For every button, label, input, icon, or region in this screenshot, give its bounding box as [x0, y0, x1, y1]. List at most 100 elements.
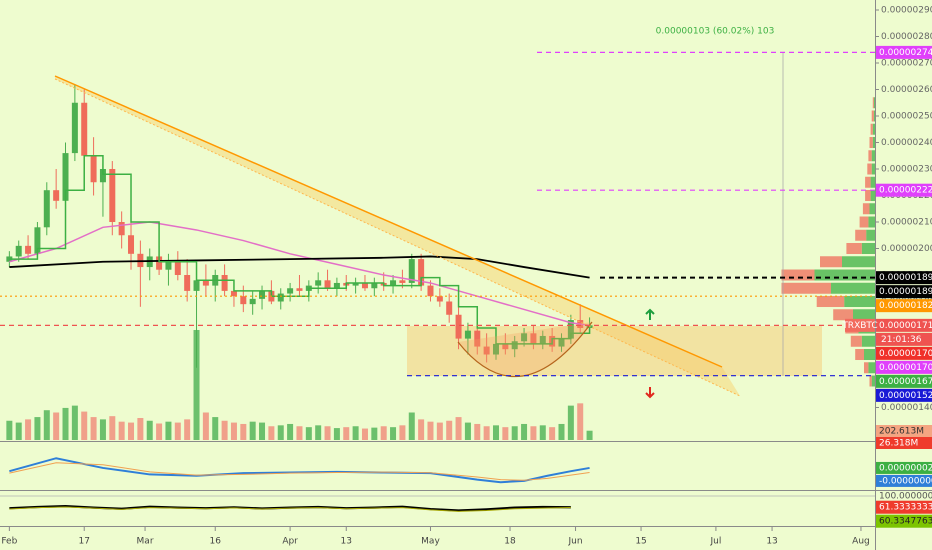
y-tick-label: 0.00000210: [881, 218, 932, 228]
volume-bar: [315, 425, 322, 440]
price-label: 0.00000170: [879, 349, 932, 359]
stoch-label-box: [876, 514, 932, 528]
candle-body: [521, 333, 528, 342]
volume-bar: [137, 418, 144, 440]
volume-bar: [287, 423, 294, 440]
profile-down: [855, 229, 867, 241]
x-tick-label: Jul: [709, 537, 721, 547]
symbol-label: TRXBTC: [841, 321, 877, 331]
profile-down: [816, 296, 845, 308]
y-tick-label: 0.00000230: [881, 164, 932, 174]
y-tick-label: 0.00000290: [881, 5, 932, 15]
volume-bar: [146, 420, 153, 440]
volume-bar: [483, 426, 490, 440]
profile-down: [865, 176, 871, 188]
profile-down: [872, 97, 874, 109]
volume-bar: [586, 430, 593, 440]
y-tick-label: 0.00000200: [881, 244, 932, 254]
candle-body: [128, 235, 135, 254]
volume-bar: [156, 423, 163, 440]
candle-body: [184, 275, 191, 291]
profile-up: [871, 150, 875, 162]
stoch-top-label: 100.00000000: [879, 492, 932, 502]
volume-bar: [193, 330, 200, 440]
profile-up: [870, 189, 875, 201]
profile-down: [846, 243, 862, 255]
profile-down: [871, 110, 874, 122]
stoch-label-box: [876, 500, 932, 514]
candle-body: [361, 282, 368, 289]
profile-up: [873, 110, 875, 122]
volume-bar: [446, 420, 453, 440]
y-tick-label: 0.00000260: [881, 85, 932, 95]
x-tick-label: Mar: [137, 537, 154, 547]
volume-bar: [212, 417, 219, 440]
x-tick-label: 13: [341, 537, 352, 547]
profile-up: [868, 362, 875, 374]
candle-body: [436, 296, 443, 302]
price-label-box: [876, 45, 932, 59]
trend-line: [54, 75, 723, 368]
candle-body: [427, 285, 434, 297]
volume-bar: [427, 421, 434, 440]
volume-bar: [530, 426, 537, 440]
candle-body: [371, 282, 378, 289]
profile-down: [865, 189, 871, 201]
volume-label: 202.613M: [879, 427, 924, 437]
profile-up: [872, 123, 875, 135]
candle-body: [399, 280, 406, 283]
profile-up: [871, 163, 875, 175]
volume-bar: [567, 405, 574, 440]
profile-up: [872, 136, 875, 148]
volume-bar: [259, 422, 266, 440]
volume-bar: [230, 422, 237, 440]
x-tick-label: Apr: [282, 537, 298, 547]
candle-body: [99, 168, 106, 183]
profile-up: [814, 269, 875, 281]
y-tick-label: 0.00000280: [881, 32, 932, 42]
volume-bar: [390, 427, 397, 440]
candle-body: [259, 290, 266, 299]
price-label: 0.00000189: [879, 273, 932, 283]
price-label-box: [876, 388, 932, 402]
price-label-box: [876, 285, 932, 299]
volume-label: 26.318M: [879, 439, 918, 449]
volume-bar: [549, 427, 556, 440]
volume-bar: [539, 425, 546, 440]
indicator-line: [9, 506, 571, 512]
indicator-line: [9, 505, 571, 512]
volume-bar: [371, 427, 378, 440]
x-tick-label: 13: [766, 537, 777, 547]
profile-up: [861, 243, 875, 255]
candle-body: [240, 296, 247, 305]
profile-down: [850, 335, 862, 347]
x-tick-label: Jun: [568, 537, 583, 547]
volume-bar: [511, 426, 518, 440]
volume-bar: [502, 427, 509, 440]
candle-body: [193, 280, 200, 291]
volume-bar: [15, 422, 22, 440]
volume-bar: [343, 427, 350, 440]
indicator-line: [9, 255, 590, 279]
profile-up: [866, 229, 875, 241]
x-tick-label: Aug: [852, 537, 870, 547]
candle-body: [25, 245, 32, 254]
countdown-label: 21:01:36: [881, 335, 922, 345]
profile-down: [781, 269, 815, 281]
profile-up: [868, 216, 875, 228]
countdown-box: [876, 332, 932, 346]
y-tick-label: 0.00000140: [881, 403, 932, 413]
candle-body: [165, 261, 172, 270]
profile-up: [871, 375, 875, 387]
volume-bar: [34, 417, 41, 440]
x-tick-label: 15: [635, 537, 646, 547]
profile-down: [867, 163, 872, 175]
profile-up: [861, 335, 875, 347]
candle-body: [249, 298, 256, 305]
volume-bar: [81, 411, 88, 440]
candle-body: [81, 102, 88, 156]
indicator-line: [9, 462, 590, 481]
price-label-box: [876, 271, 932, 285]
price-label: 0.00000167: [879, 377, 932, 387]
